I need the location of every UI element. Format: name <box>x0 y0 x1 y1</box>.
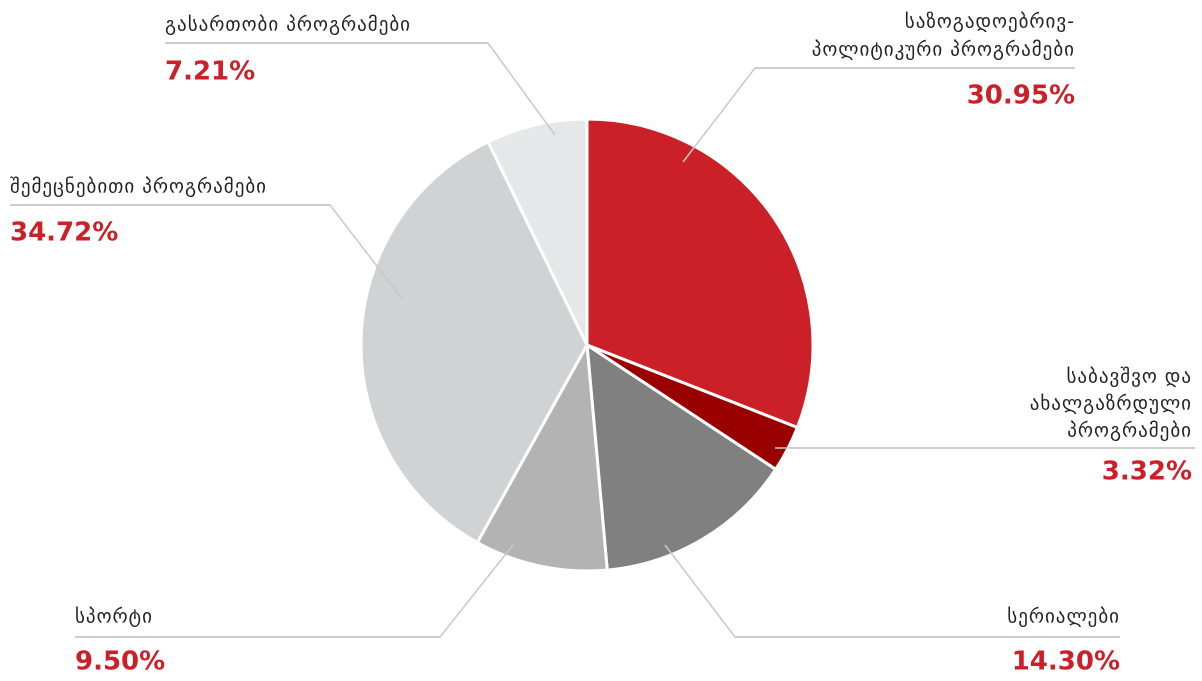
slice-label: გასართობი პროგრამები <box>165 14 411 36</box>
slice-label: საბავშვო და <box>1066 366 1192 388</box>
slice-label: სერიალები <box>1007 606 1120 628</box>
value-label: 14.30% <box>1012 647 1120 677</box>
pie-slice <box>585 117 815 430</box>
slice-label: საზოგადოებრივ- <box>905 11 1075 33</box>
value-label: 34.72% <box>10 218 118 248</box>
pie-slice <box>585 342 778 572</box>
slice-label: ახალგაზრდული <box>1030 393 1192 415</box>
slice-label: პროგრამები <box>1067 420 1192 442</box>
value-label: 9.50% <box>75 647 165 677</box>
value-label: 30.95% <box>967 81 1075 111</box>
pie-slice <box>486 117 589 346</box>
slice-label: სპორტი <box>75 606 153 628</box>
slice-label: პოლიტიკური პროგრამები <box>812 39 1075 61</box>
pie-slice <box>359 139 589 545</box>
pie-slice <box>475 340 609 573</box>
slice-label: შემეცნებითი პროგრამები <box>10 176 267 198</box>
value-label: 7.21% <box>165 57 255 87</box>
value-label: 3.32% <box>1102 457 1192 487</box>
